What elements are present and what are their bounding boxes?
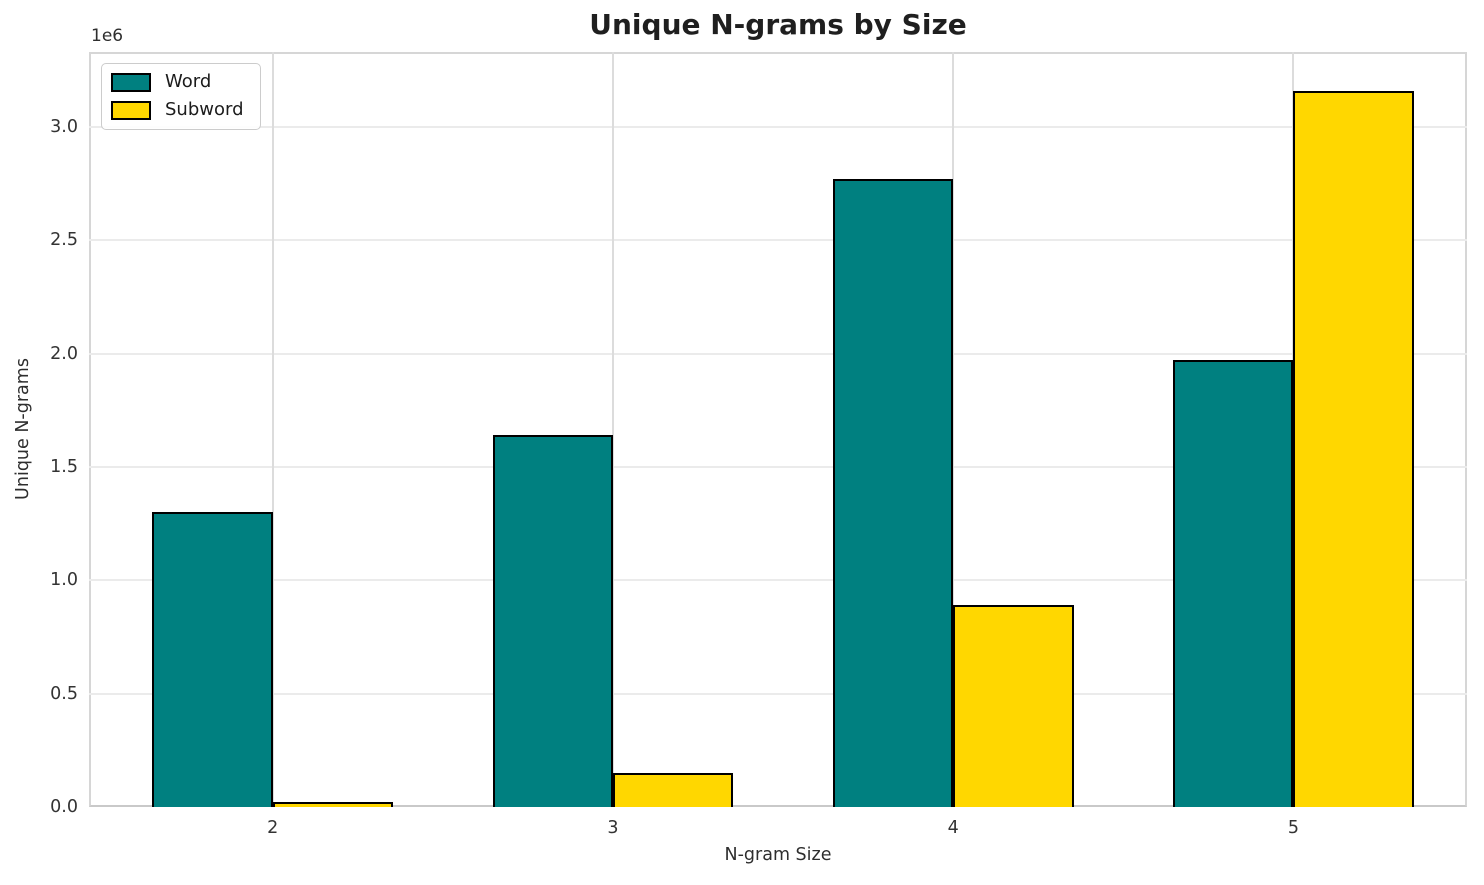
h-gridline-0.5 xyxy=(89,692,1467,695)
y-tick-label: 2.5 xyxy=(50,230,78,251)
legend-swatch-word xyxy=(111,72,151,92)
bar-subword-4 xyxy=(953,605,1074,807)
y-tick-label: 0.0 xyxy=(50,797,78,817)
v-gridline-3 xyxy=(611,52,614,807)
y-tick-label: 1.0 xyxy=(50,570,78,591)
legend-label-word: Word xyxy=(165,71,212,92)
bar-word-3 xyxy=(492,435,613,807)
bar-word-4 xyxy=(832,178,954,807)
legend: Word Subword xyxy=(101,63,261,130)
y-axis-label: Unique N-grams xyxy=(13,358,33,500)
x-tick-label: 4 xyxy=(947,818,959,838)
chart-title: Unique N-grams by Size xyxy=(589,8,967,41)
y-axis-offset-text: 1e6 xyxy=(91,26,124,46)
v-gridline-4 xyxy=(952,52,955,807)
legend-label-subword: Subword xyxy=(165,99,244,120)
y-tick-label: 2.0 xyxy=(50,343,78,364)
bar-word-5 xyxy=(1173,360,1294,807)
legend-item-subword: Subword xyxy=(111,100,244,120)
bar-subword-3 xyxy=(612,772,734,807)
h-gridline-1.0 xyxy=(89,579,1467,582)
bar-subword-2 xyxy=(272,802,394,807)
y-tick-label: 0.5 xyxy=(50,683,78,704)
legend-swatch-subword xyxy=(111,100,151,120)
h-gridline-2.0 xyxy=(89,352,1467,355)
bar-word-2 xyxy=(152,512,273,807)
h-gridline-1.5 xyxy=(89,465,1467,468)
h-gridline-3.0 xyxy=(89,125,1467,128)
axes-spines xyxy=(89,52,1467,807)
v-gridline-2 xyxy=(271,52,274,807)
x-tick-label: 3 xyxy=(607,818,619,838)
legend-item-word: Word xyxy=(111,72,244,92)
h-gridline-2.5 xyxy=(89,239,1467,242)
y-tick-label: 3.0 xyxy=(50,116,78,137)
plot-area: Word Subword xyxy=(89,52,1467,807)
bar-subword-5 xyxy=(1293,90,1414,807)
x-tick-label: 2 xyxy=(267,818,279,838)
x-axis-label: N-gram Size xyxy=(724,845,832,865)
x-tick-label: 5 xyxy=(1287,818,1300,838)
y-tick-label: 1.5 xyxy=(50,456,78,477)
